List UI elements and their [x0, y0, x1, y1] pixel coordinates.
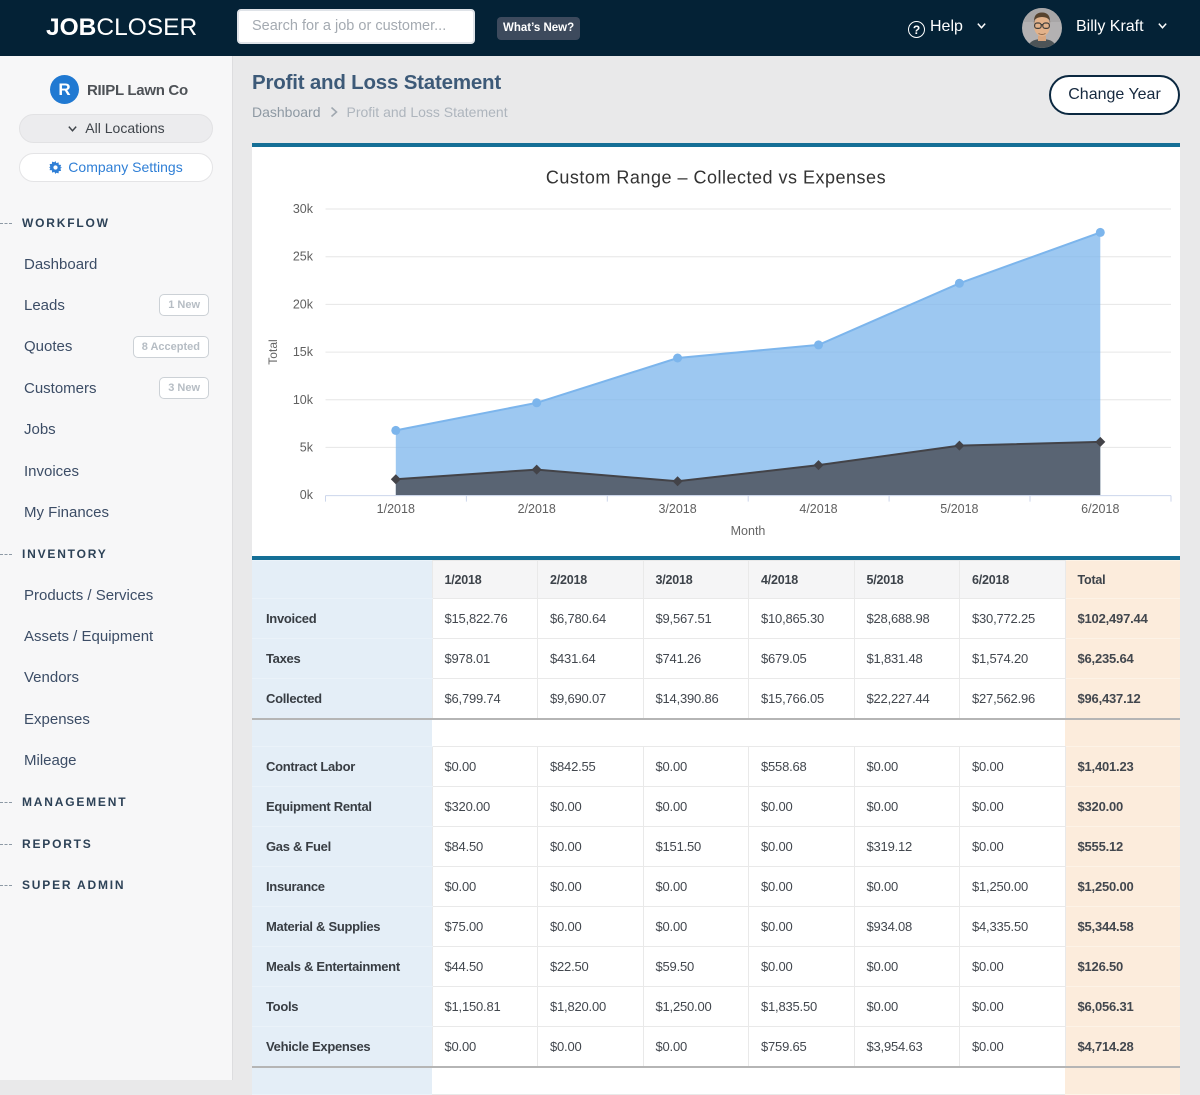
- svg-text:20k: 20k: [293, 297, 314, 311]
- svg-text:5k: 5k: [300, 440, 314, 454]
- svg-text:30k: 30k: [293, 202, 314, 216]
- svg-text:6/2018: 6/2018: [1081, 502, 1119, 516]
- svg-text:1/2018: 1/2018: [377, 502, 415, 516]
- svg-text:Custom Range – Collected vs Ex: Custom Range – Collected vs Expenses: [546, 168, 886, 188]
- svg-text:Month: Month: [731, 524, 766, 538]
- svg-text:Total: Total: [266, 339, 280, 364]
- svg-text:25k: 25k: [293, 250, 314, 264]
- svg-text:5/2018: 5/2018: [940, 502, 978, 516]
- svg-text:3/2018: 3/2018: [658, 502, 696, 516]
- svg-text:15k: 15k: [293, 345, 314, 359]
- svg-text:4/2018: 4/2018: [799, 502, 837, 516]
- svg-text:0k: 0k: [300, 488, 314, 502]
- svg-text:2/2018: 2/2018: [518, 502, 556, 516]
- svg-text:10k: 10k: [293, 393, 314, 407]
